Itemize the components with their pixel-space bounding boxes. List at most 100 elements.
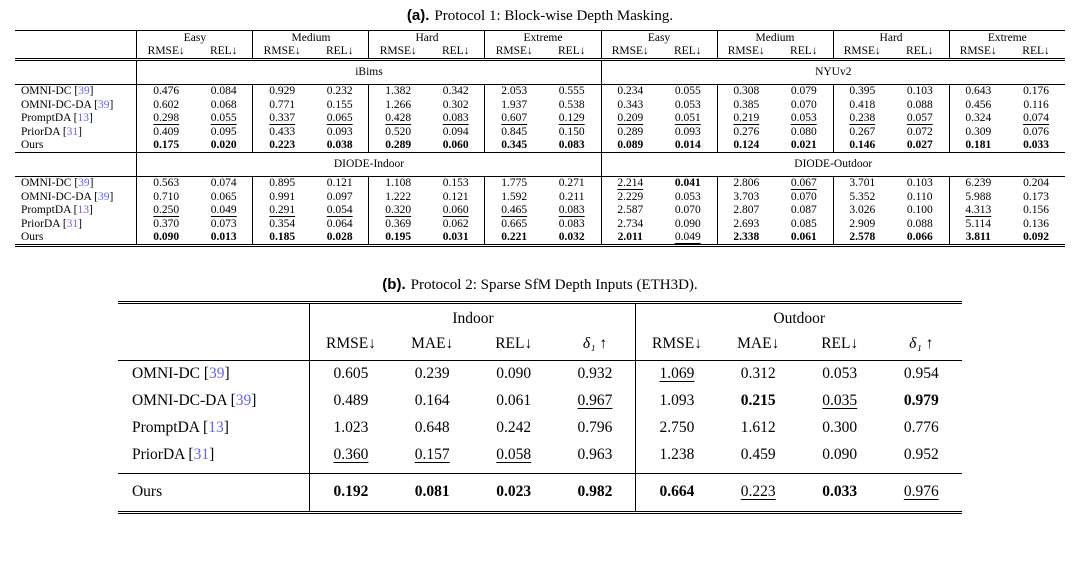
data-cell: 0.027 [891, 138, 950, 153]
data-cell: 0.234 [601, 84, 659, 98]
data-cell: 0.053 [659, 98, 718, 112]
data-cell: 5.988 [949, 190, 1007, 203]
data-cell: 0.242 [473, 415, 555, 442]
metric-value: 0.250 [153, 204, 180, 217]
metric-value: 0.060 [442, 139, 469, 152]
table-b-caption: (b). Protocol 2: Sparse SfM Depth Inputs … [0, 247, 1080, 294]
data-cell: 0.124 [717, 138, 775, 152]
data-cell: 0.093 [659, 124, 718, 139]
metric-value: 2.587 [617, 204, 644, 217]
metric-value: 0.054 [326, 204, 353, 217]
data-cell: 0.121 [310, 176, 370, 191]
data-cell: 1.592 [485, 190, 543, 203]
metric-value: 0.555 [558, 85, 585, 98]
data-cell: 2.806 [717, 176, 775, 190]
data-cell: 0.271 [542, 176, 602, 191]
data-cell: 1.382 [369, 84, 427, 98]
data-cell: 0.428 [369, 112, 427, 125]
metric-value: 0.014 [674, 139, 701, 152]
data-cell: 0.982 [554, 472, 637, 513]
metric-value: 0.067 [790, 177, 817, 190]
metric-value: 0.121 [442, 190, 469, 203]
metric-value: 0.234 [617, 85, 644, 98]
metric-value: 3.703 [733, 190, 760, 203]
data-cell: 0.395 [833, 84, 891, 98]
data-cell: 0.489 [310, 388, 392, 415]
data-cell: 2.578 [833, 230, 891, 245]
metric-value: 0.489 [333, 392, 369, 410]
metric-value: 2.338 [733, 230, 760, 243]
metric-value: 0.428 [385, 112, 412, 125]
data-cell: 0.093 [310, 124, 370, 139]
method-name: Ours [20, 139, 44, 152]
data-cell: 3.701 [833, 176, 891, 190]
metric-value: 0.124 [733, 139, 760, 152]
data-cell: 2.011 [601, 230, 659, 245]
metric-value: 0.090 [153, 230, 180, 243]
method-name: PromptDA [131, 419, 200, 437]
metric-value: 1.937 [501, 98, 528, 111]
metric-value: 0.643 [965, 85, 992, 98]
data-cell: 0.605 [310, 360, 392, 388]
table-row: OMNI-DC-DA [39] 0.602 0.068 0.771 0.155 1.266… [14, 98, 1065, 112]
data-cell: 0.195 [369, 230, 427, 245]
data-cell: 0.038 [310, 138, 370, 153]
data-cell: 0.060 [426, 138, 486, 153]
metric-value: 0.976 [903, 483, 939, 501]
data-cell: 0.090 [659, 216, 718, 231]
data-cell: 0.153 [426, 176, 486, 191]
data-cell: 0.164 [391, 388, 473, 415]
data-cell: 0.223 [253, 138, 311, 152]
row-label: OMNI-DC-DA [39] [117, 387, 311, 415]
metric-value: 0.967 [577, 392, 613, 410]
dataset-band: DIODE-Outdoor [601, 151, 1066, 177]
data-cell: 0.084 [194, 84, 254, 99]
metric-value: 0.073 [210, 217, 237, 230]
data-cell: 0.465 [485, 204, 543, 217]
data-cell: 0.771 [253, 98, 311, 111]
metric-value: 0.219 [733, 112, 760, 125]
data-cell: 2.338 [717, 230, 775, 245]
protocol1-table: Easy Medium Hard Extreme Easy Medium Hard Extre… [14, 30, 1066, 247]
data-cell: 0.088 [891, 98, 950, 112]
data-cell: 0.065 [194, 190, 254, 204]
data-cell: 0.215 [717, 388, 799, 415]
data-cell: 0.418 [833, 98, 891, 111]
data-cell: 0.033 [798, 472, 881, 513]
citation-ref: 13 [77, 112, 90, 125]
data-cell: 1.069 [636, 360, 718, 388]
data-cell: 0.090 [799, 442, 881, 474]
method-name: PriorDA [131, 446, 185, 464]
metric-value: 0.309 [965, 125, 992, 138]
metric-value: 0.092 [1023, 230, 1049, 243]
data-cell: 0.116 [1007, 98, 1065, 111]
metric-value: 0.215 [740, 392, 776, 410]
data-cell: 0.354 [253, 217, 311, 230]
method-name: OMNI-DC [131, 365, 200, 383]
data-cell: 0.100 [891, 203, 950, 217]
data-cell: 0.013 [194, 230, 254, 246]
metric-value: 0.103 [906, 177, 933, 190]
table-row: Ours 0.192 0.081 0.023 0.982 0.664 0.223 0.033 0… [117, 472, 963, 513]
metric-value: 0.065 [326, 112, 353, 125]
method-name: OMNI-DC-DA [20, 98, 92, 111]
method-name: OMNI-DC-DA [131, 392, 227, 410]
data-cell: 0.796 [554, 414, 637, 442]
metric-value: 0.090 [674, 217, 701, 230]
data-cell: 0.150 [542, 124, 602, 139]
data-cell: 3.703 [717, 190, 775, 203]
data-cell: 0.221 [485, 230, 543, 245]
dataset-band: iBims [136, 59, 602, 85]
group-header: Outdoor [773, 309, 826, 327]
table-row: OMNI-DC [39] 0.476 0.084 0.929 0.232 1.382 0.3… [14, 84, 1065, 99]
metric-value: 0.181 [965, 139, 992, 152]
metric-header: REL↓ [426, 44, 486, 61]
metric-value: 1.592 [501, 190, 528, 203]
metric-value: 0.337 [269, 112, 296, 125]
metric-value: 0.291 [269, 204, 296, 217]
metric-value: 0.072 [906, 125, 933, 138]
data-cell: 0.081 [391, 472, 473, 513]
data-cell: 0.070 [659, 203, 718, 217]
metric-value: 1.238 [659, 446, 695, 464]
metric-value: 0.061 [496, 392, 532, 410]
